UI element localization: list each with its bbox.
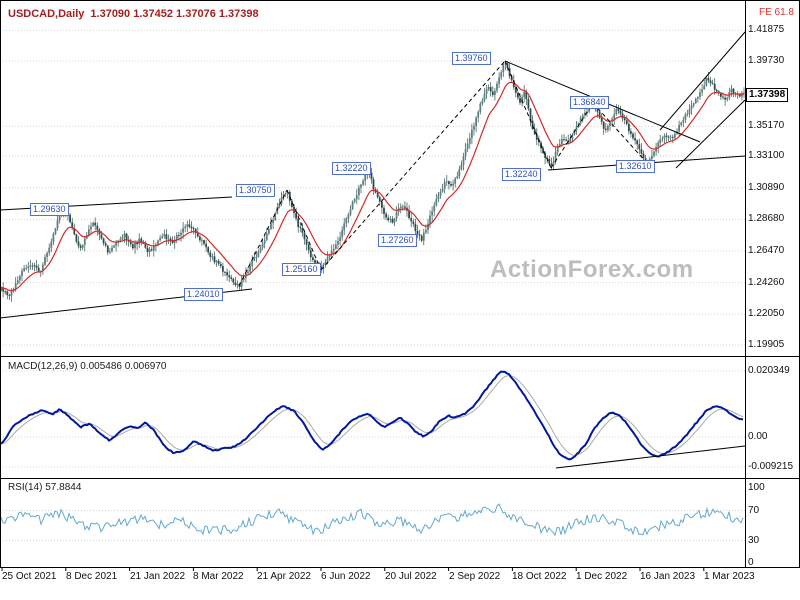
ohlc-quote-values: 1.37090 1.37452 1.37076 1.37398 <box>90 8 259 20</box>
dashed-swing-line <box>504 60 552 169</box>
chart-border <box>0 0 800 568</box>
up-candles <box>0 63 745 296</box>
fib-extension-label: FE 61.8 <box>758 7 794 18</box>
candles-layer <box>0 60 745 302</box>
candle-wicks <box>0 60 745 302</box>
moving-average-line <box>0 81 745 292</box>
macd-trendline <box>555 445 746 469</box>
dashed-swing-line <box>238 189 288 287</box>
dashed-swing-line <box>286 189 322 271</box>
dashed-swing-line <box>550 102 594 169</box>
trendline <box>0 196 233 211</box>
trendlines-layer <box>0 31 746 319</box>
rsi-indicator-label: RSI(14) 57.8844 <box>8 482 82 493</box>
macd-layer <box>0 370 746 469</box>
macd-main-line <box>0 370 744 461</box>
symbol-title: USDCAD,Daily 1.37090 1.37452 1.37076 1.37… <box>8 8 259 20</box>
gridlines-layer <box>0 29 745 541</box>
dashed-swing-line <box>320 60 506 271</box>
rsi-line <box>0 503 744 537</box>
symbol-timeframe-label: USDCAD,Daily <box>8 8 85 20</box>
macd-indicator-label: MACD(12,26,9) 0.005486 0.006970 <box>8 361 167 372</box>
rsi-layer <box>0 503 744 537</box>
current-price-tag: 1.37398 <box>746 88 789 102</box>
trendline <box>659 31 746 131</box>
watermark: ActionForex.com <box>490 256 694 283</box>
panel-borders <box>0 0 800 571</box>
trendline <box>0 288 253 319</box>
trendline <box>675 99 746 169</box>
